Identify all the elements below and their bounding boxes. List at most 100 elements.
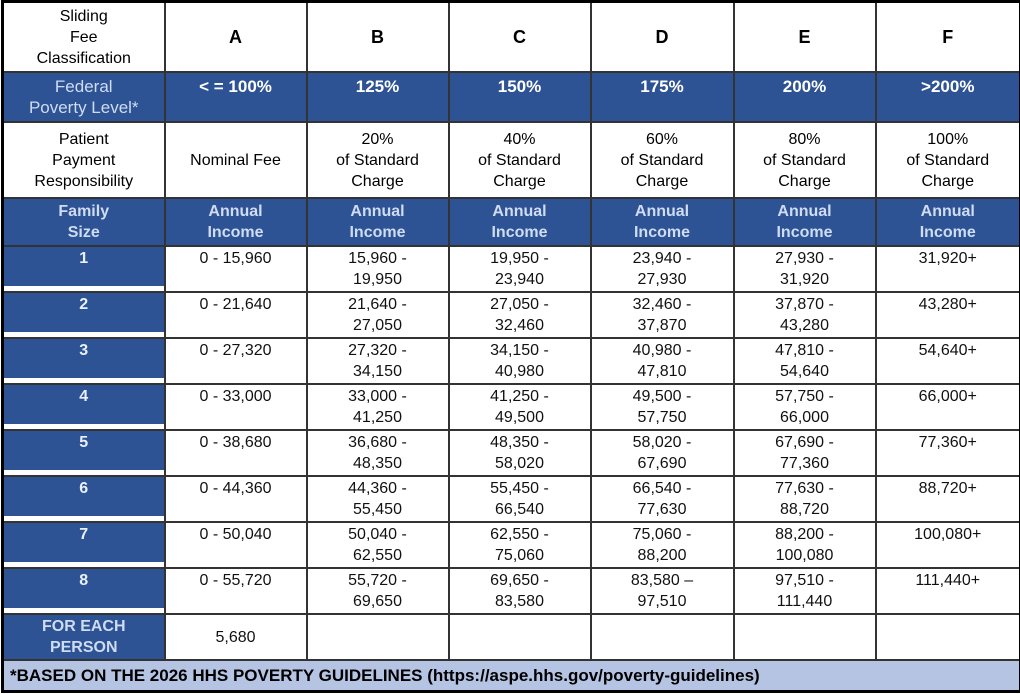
per-person-empty-b [305,613,450,661]
patient-payment-row: Patient Payment Responsibility Nominal F… [1,121,1020,199]
family-size-cell-7: 7 [1,521,166,569]
classification-label: Sliding Fee Classification [1,0,166,73]
income-cell-4-f: 66,000+ [874,383,1020,431]
income-cell-1-a: 0 - 15,960 [163,245,308,293]
income-cell-3-e: 47,810 - 54,640 [732,337,877,385]
fpl-value-b: 125% [305,71,450,123]
income-cell-3-f: 54,640+ [874,337,1020,385]
income-cell-6-e: 77,630 - 88,720 [732,475,877,523]
income-cell-3-a: 0 - 27,320 [163,337,308,385]
income-cell-2-e: 37,870 - 43,280 [732,291,877,339]
family-size-cell-8: 8 [1,567,166,615]
payment-value-b: 20% of Standard Charge [305,121,450,199]
income-cell-1-b: 15,960 - 19,950 [305,245,450,293]
annual-income-header-e: Annual Income [732,197,877,247]
family-size-label: Family Size [1,197,166,247]
income-cell-5-a: 0 - 38,680 [163,429,308,477]
income-cell-6-a: 0 - 44,360 [163,475,308,523]
income-cell-5-d: 58,020 - 67,690 [589,429,735,477]
income-cell-1-d: 23,940 - 27,930 [589,245,735,293]
per-person-amount: 5,680 [163,613,308,661]
income-cell-6-b: 44,360 - 55,450 [305,475,450,523]
income-cell-7-a: 0 - 50,040 [163,521,308,569]
family-row-6: 6 0 - 44,360 44,360 - 55,450 55,450 - 66… [1,475,1020,523]
fpl-value-a: < = 100% [163,71,308,123]
income-cell-7-b: 50,040 - 62,550 [305,521,450,569]
col-header-e: E [732,0,877,73]
income-cell-2-f: 43,280+ [874,291,1020,339]
income-cell-5-b: 36,680 - 48,350 [305,429,450,477]
income-cell-7-f: 100,080+ [874,521,1020,569]
income-cell-7-c: 62,550 - 75,060 [447,521,592,569]
family-size-cell-4: 4 [1,383,166,431]
annual-income-header-f: Annual Income [874,197,1020,247]
income-cell-3-b: 27,320 - 34,150 [305,337,450,385]
income-cell-6-d: 66,540 - 77,630 [589,475,735,523]
per-person-row: FOR EACH PERSON 5,680 [1,613,1020,661]
col-header-f: F [874,0,1020,73]
income-cell-8-e: 97,510 - 111,440 [732,567,877,615]
income-cell-3-c: 34,150 - 40,980 [447,337,592,385]
income-cell-8-d: 83,580 – 97,510 [589,567,735,615]
income-cell-5-c: 48,350 - 58,020 [447,429,592,477]
family-size-cell-2: 2 [1,291,166,339]
col-header-d: D [589,0,735,73]
footer-row: *BASED ON THE 2026 HHS POVERTY GUIDELINE… [1,659,1020,693]
col-header-b: B [305,0,450,73]
payment-value-d: 60% of Standard Charge [589,121,735,199]
payment-value-e: 80% of Standard Charge [732,121,877,199]
per-person-empty-e [732,613,877,661]
fpl-label: Federal Poverty Level* [1,71,166,123]
family-size-cell-3: 3 [1,337,166,385]
family-row-3: 3 0 - 27,320 27,320 - 34,150 34,150 - 40… [1,337,1020,385]
col-header-c: C [447,0,592,73]
family-row-8: 8 0 - 55,720 55,720 - 69,650 69,650 - 83… [1,567,1020,615]
per-person-empty-f [874,613,1020,661]
family-size-cell-1: 1 [1,245,166,293]
annual-income-header-b: Annual Income [305,197,450,247]
income-cell-4-a: 0 - 33,000 [163,383,308,431]
col-header-a: A [163,0,308,73]
income-cell-8-b: 55,720 - 69,650 [305,567,450,615]
income-cell-6-f: 88,720+ [874,475,1020,523]
annual-income-header-d: Annual Income [589,197,735,247]
income-cell-1-e: 27,930 - 31,920 [732,245,877,293]
income-cell-4-d: 49,500 - 57,750 [589,383,735,431]
annual-income-header-c: Annual Income [447,197,592,247]
income-cell-1-c: 19,950 - 23,940 [447,245,592,293]
income-cell-8-a: 0 - 55,720 [163,567,308,615]
payment-value-c: 40% of Standard Charge [447,121,592,199]
payment-value-a: Nominal Fee [163,121,308,199]
income-cell-7-d: 75,060 - 88,200 [589,521,735,569]
income-cell-2-b: 21,640 - 27,050 [305,291,450,339]
footer-note: *BASED ON THE 2026 HHS POVERTY GUIDELINE… [1,659,1020,693]
payment-value-f: 100% of Standard Charge [874,121,1020,199]
per-person-empty-c [447,613,592,661]
family-row-1: 1 0 - 15,960 15,960 - 19,950 19,950 - 23… [1,245,1020,293]
family-row-4: 4 0 - 33,000 33,000 - 41,250 41,250 - 49… [1,383,1020,431]
family-size-header-row: Family Size Annual Income Annual Income … [1,197,1020,247]
income-cell-6-c: 55,450 - 66,540 [447,475,592,523]
income-cell-5-e: 67,690 - 77,360 [732,429,877,477]
fpl-value-e: 200% [732,71,877,123]
payment-label: Patient Payment Responsibility [1,121,166,199]
income-cell-4-e: 57,750 - 66,000 [732,383,877,431]
income-cell-7-e: 88,200 - 100,080 [732,521,877,569]
fpl-value-f: >200% [874,71,1020,123]
income-cell-1-f: 31,920+ [874,245,1020,293]
income-cell-4-b: 33,000 - 41,250 [305,383,450,431]
annual-income-header-a: Annual Income [163,197,308,247]
classification-header-row: Sliding Fee Classification A B C D E F [1,0,1020,73]
family-row-7: 7 0 - 50,040 50,040 - 62,550 62,550 - 75… [1,521,1020,569]
income-cell-2-c: 27,050 - 32,460 [447,291,592,339]
income-cell-8-f: 111,440+ [874,567,1020,615]
fpl-value-c: 150% [447,71,592,123]
income-cell-8-c: 69,650 - 83,580 [447,567,592,615]
income-cell-2-d: 32,460 - 37,870 [589,291,735,339]
fpl-value-d: 175% [589,71,735,123]
federal-poverty-level-row: Federal Poverty Level* < = 100% 125% 150… [1,71,1020,123]
family-row-5: 5 0 - 38,680 36,680 - 48,350 48,350 - 58… [1,429,1020,477]
family-size-cell-5: 5 [1,429,166,477]
